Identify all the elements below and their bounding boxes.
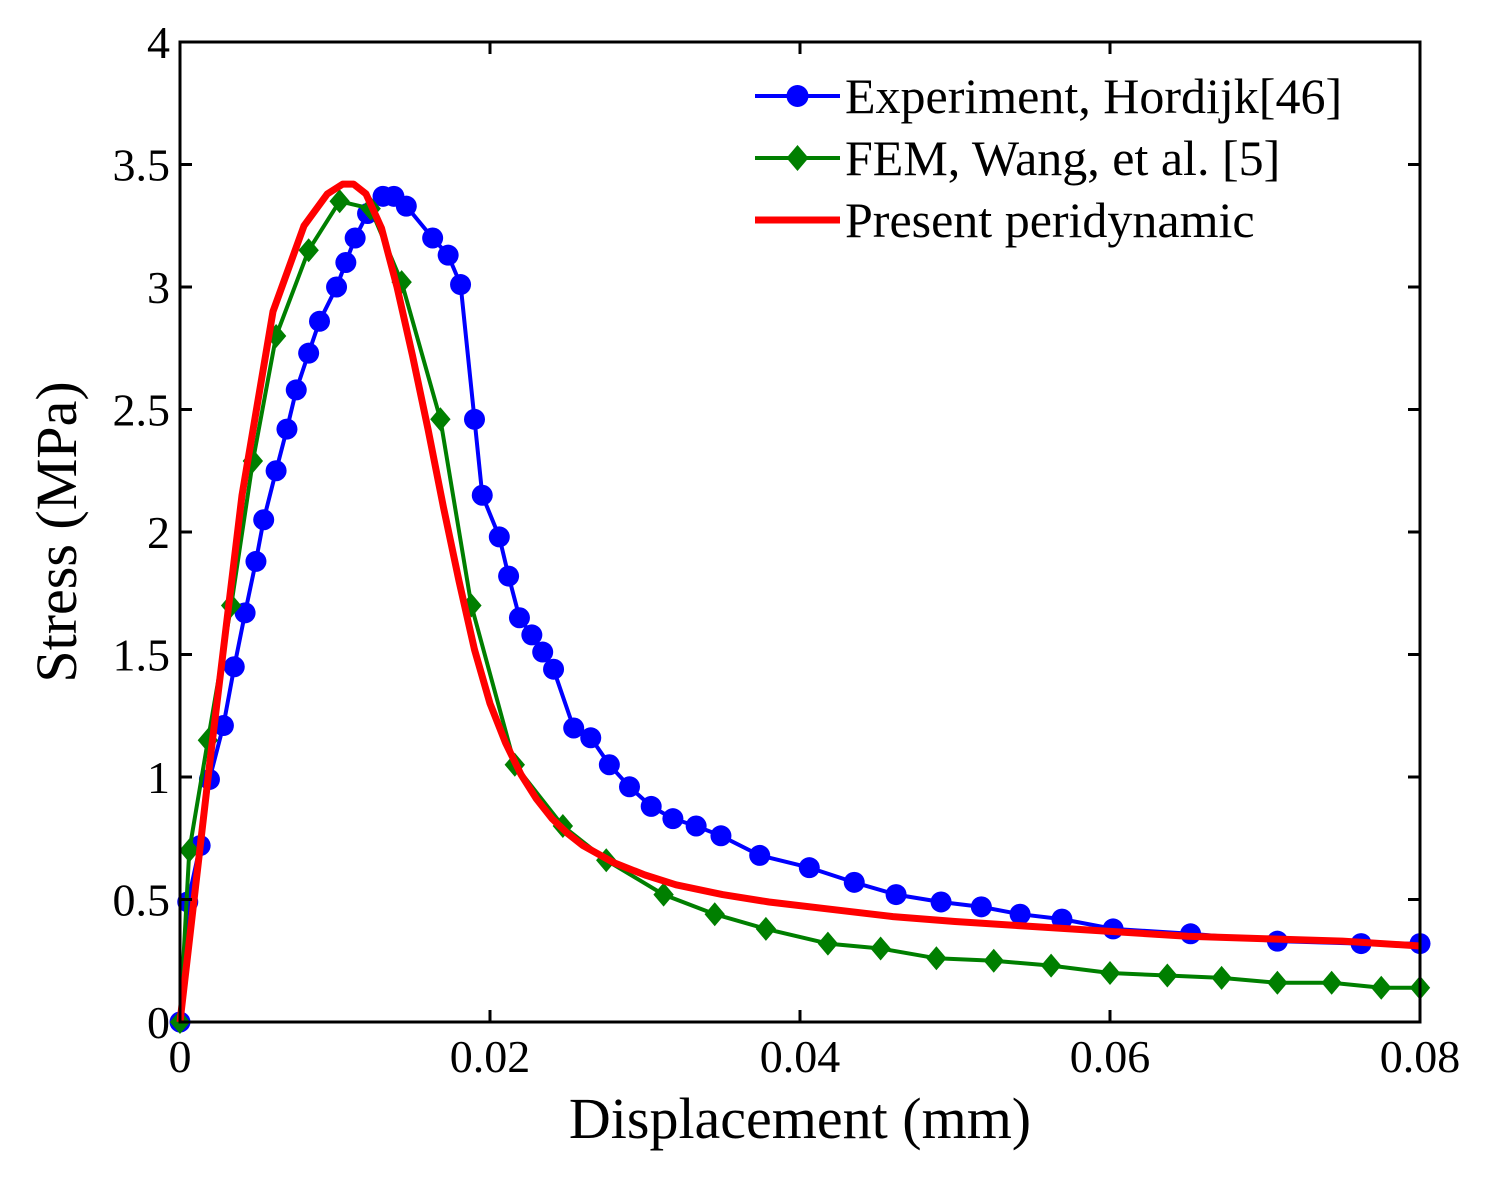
data-point [1321,970,1342,995]
y-tick-label: 2.5 [113,385,171,436]
data-point [598,754,620,776]
y-axis-title: Stress (MPa) [24,381,89,682]
data-point [265,460,287,482]
data-point [662,808,684,830]
data-point [983,948,1004,973]
y-tick-label: 1.5 [113,630,171,681]
y-tick-label: 2 [147,507,170,558]
data-point [755,916,777,941]
data-point [430,407,451,432]
data-point [521,624,543,646]
data-point [344,227,366,249]
legend-item-2: Present peridynamic [755,192,1255,248]
data-point [422,227,444,249]
data-point [1211,965,1232,990]
legend-label: Present peridynamic [845,192,1255,248]
data-point [798,857,820,879]
series-line-2 [176,180,1421,1023]
data-point [326,276,348,298]
data-point [309,310,330,332]
data-point [488,526,510,548]
data-point [395,195,417,217]
data-point [508,607,530,629]
legend-marker [786,145,809,171]
data-point [223,656,245,678]
data-point [843,871,865,893]
legend-label: FEM, Wang, et al. [5] [845,130,1280,186]
data-point [653,882,674,907]
data-point [885,884,907,906]
data-point [619,776,640,798]
data-point [870,936,891,961]
data-point [1157,963,1178,988]
data-point [817,931,839,956]
y-tick-label: 0 [147,997,170,1048]
series-2 [176,180,1421,1023]
data-point [498,565,520,587]
x-tick-label: 0.02 [450,1031,531,1082]
x-tick-label: 0 [169,1031,192,1082]
data-point [930,891,952,913]
data-point [285,379,307,401]
data-point [640,795,662,817]
data-point [298,342,320,364]
data-point [970,896,992,918]
x-tick-label: 0.04 [760,1031,841,1082]
data-point [245,550,267,572]
data-point [543,658,565,680]
series-layer [169,180,1431,1034]
data-point [1009,903,1031,925]
y-tick-label: 1 [147,752,170,803]
data-point [450,274,472,296]
y-tick-label: 4 [147,17,170,68]
data-point [749,844,771,866]
x-axis-title: Displacement (mm) [569,1086,1031,1151]
data-point [471,484,493,506]
data-point [563,717,585,739]
y-tick-label: 3.5 [113,140,171,191]
data-point [234,602,256,624]
data-point [437,244,459,266]
data-point [710,825,732,847]
data-point [704,902,725,927]
data-point [685,815,707,837]
data-point [926,946,947,971]
data-point [179,838,200,863]
data-point [276,418,298,440]
legend-label: Experiment, Hordijk[46] [845,68,1342,124]
data-point [580,727,602,749]
ticks-layer: 0 0.02 0.04 0.06 0.08 0 0.5 1 1.5 2 2.5 3 3.5 4 [113,17,1461,1082]
data-point [1099,961,1121,985]
legend: Experiment, Hordijk[46] FEM, Wang, et al.… [755,68,1342,248]
x-tick-label: 0.08 [1380,1031,1461,1082]
x-tick-label: 0.06 [1070,1031,1151,1082]
y-tick-label: 3 [147,262,170,313]
data-point [253,509,275,531]
data-point [335,252,357,273]
legend-item-0: Experiment, Hordijk[46] [755,68,1342,124]
legend-item-1: FEM, Wang, et al. [5] [755,130,1280,186]
y-tick-label: 0.5 [113,875,171,926]
data-point [1267,970,1288,995]
data-point [298,238,319,263]
data-point [329,189,350,214]
data-point [464,408,485,430]
data-point [1051,908,1073,930]
data-point [532,641,554,663]
data-point [1040,953,1062,978]
data-point [1371,975,1392,1000]
legend-marker [786,85,809,107]
